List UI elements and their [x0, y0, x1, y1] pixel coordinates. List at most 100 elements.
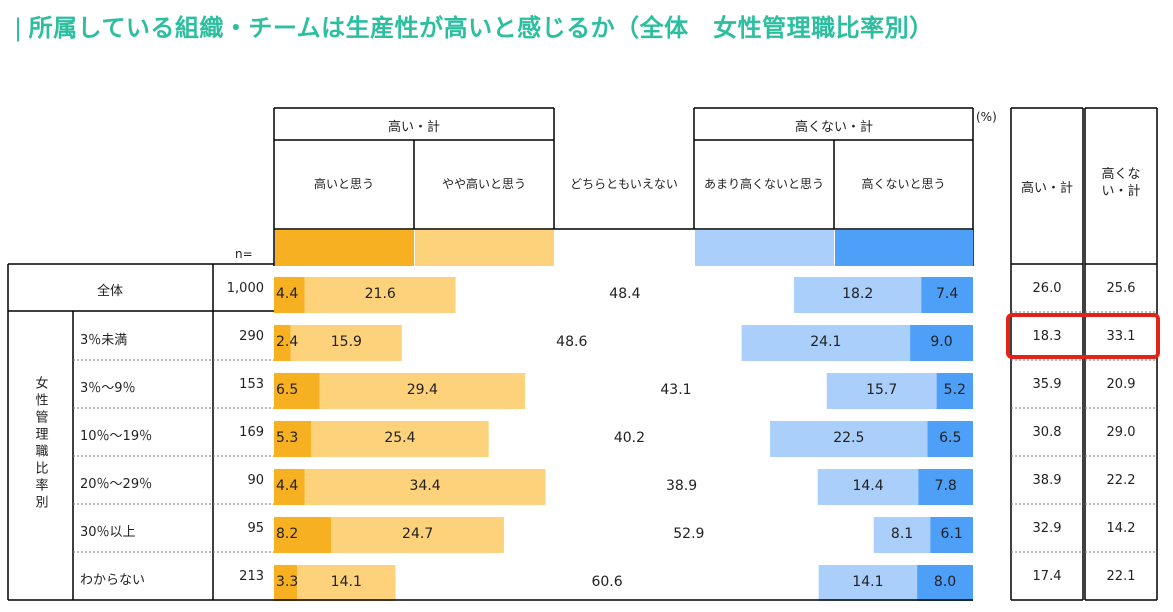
- page-title: | 所属している組織・チームは生産性が高いと感じるか（全体 女性管理職比率別）: [14, 8, 934, 43]
- legend-swatch-3: [695, 230, 834, 266]
- data-label-2-1: 29.4: [406, 382, 438, 398]
- bar-2-2: [525, 373, 827, 409]
- bar-5-3: [873, 517, 931, 553]
- data-label-5-4: 6.1: [940, 526, 963, 542]
- data-label-5-0: 8.2: [276, 526, 299, 542]
- summary-low-4: 22.2: [1106, 473, 1136, 488]
- legend-swatch-2: [555, 230, 694, 266]
- data-label-4-2: 38.9: [665, 478, 698, 494]
- row-label-5: 30％以上: [80, 525, 136, 540]
- bar-1-4: [910, 325, 973, 361]
- legend-1: やや高いと思う: [441, 177, 527, 191]
- summary-high-0: 26.0: [1032, 281, 1062, 296]
- data-label-6-4: 8.0: [933, 574, 957, 590]
- bar-2-4: [936, 373, 973, 409]
- bar-1-1: [290, 325, 402, 361]
- bar-5-1: [331, 517, 504, 553]
- highlight-box: [1006, 313, 1160, 359]
- bar-5-4: [930, 517, 973, 553]
- row-n-0: 1,000: [226, 281, 264, 296]
- unit-label: (%): [976, 110, 997, 124]
- row-n-3: 169: [239, 425, 264, 440]
- data-label-5-2: 52.9: [673, 526, 705, 542]
- legend-2: どちらともいえない: [570, 177, 678, 191]
- data-label-4-0: 4.4: [276, 478, 299, 494]
- summary-high-4: 38.9: [1032, 473, 1062, 488]
- header-low-total: 高くない・計: [794, 120, 874, 135]
- bar-0-2: [455, 277, 795, 313]
- row-n-5: 95: [247, 521, 264, 536]
- data-label-3-1: 25.4: [384, 430, 416, 446]
- bar-6-2: [395, 565, 819, 601]
- data-label-4-3: 14.4: [852, 478, 884, 494]
- row-label-0: 全体: [96, 284, 124, 299]
- header-high-total: 高い・計: [387, 120, 441, 135]
- n-label: n=: [235, 247, 253, 261]
- summary-header-low: 高くない・計: [1101, 167, 1141, 199]
- row-label-1: 3％未満: [80, 333, 128, 348]
- bar-3-1: [311, 421, 489, 457]
- data-label-0-0: 4.4: [276, 286, 299, 302]
- row-n-6: 213: [239, 569, 264, 584]
- summary-high-2: 35.9: [1032, 377, 1062, 392]
- bar-3-0: [274, 421, 312, 457]
- bar-1-3: [741, 325, 911, 361]
- data-label-1-2: 48.6: [556, 334, 588, 350]
- data-label-4-4: 7.8: [934, 478, 957, 494]
- bar-3-2: [488, 421, 771, 457]
- data-label-0-3: 18.2: [842, 286, 874, 302]
- data-label-3-3: 22.5: [833, 430, 865, 446]
- row-label-4: 20％～29％: [80, 477, 153, 492]
- bar-1-0: [274, 325, 291, 361]
- legend-3: あまり高くないと思う: [703, 177, 825, 191]
- data-label-3-4: 6.5: [939, 430, 962, 446]
- bar-6-3: [818, 565, 918, 601]
- bar-5-0: [274, 517, 332, 553]
- summary-low-5: 14.2: [1106, 521, 1136, 536]
- data-label-2-4: 5.2: [943, 382, 966, 398]
- row-label-2: 3％～9％: [80, 381, 136, 396]
- row-n-2: 153: [239, 377, 264, 392]
- data-label-5-1: 24.7: [402, 526, 434, 542]
- bar-4-2: [545, 469, 818, 505]
- data-label-1-0: 2.4: [276, 334, 299, 350]
- data-label-0-4: 7.4: [935, 286, 959, 302]
- summary-high-1: 18.3: [1032, 329, 1062, 344]
- legend-0: 高いと思う: [313, 177, 375, 191]
- bar-2-1: [319, 373, 526, 409]
- row-label-3: 10％～19％: [80, 429, 153, 444]
- data-label-0-1: 21.6: [364, 286, 396, 302]
- bar-4-4: [918, 469, 973, 505]
- data-label-2-3: 15.7: [866, 382, 898, 398]
- bar-4-0: [274, 469, 305, 505]
- data-label-3-2: 40.2: [613, 430, 646, 446]
- bar-3-4: [927, 421, 973, 457]
- data-label-1-3: 24.1: [810, 334, 842, 350]
- summary-low-3: 29.0: [1106, 425, 1136, 440]
- row-n-1: 290: [239, 329, 264, 344]
- data-label-1-4: 9.0: [930, 334, 953, 350]
- legend-4: 高くないと思う: [861, 177, 946, 191]
- group-label: 女性管理職比率別: [32, 376, 48, 512]
- data-label-4-1: 34.4: [409, 478, 441, 494]
- data-label-2-0: 6.5: [276, 382, 299, 398]
- bar-2-3: [826, 373, 937, 409]
- summary-high-6: 17.4: [1032, 569, 1062, 584]
- bar-6-0: [274, 565, 298, 601]
- data-label-0-2: 48.4: [609, 286, 641, 302]
- bar-0-0: [274, 277, 305, 313]
- summary-low-2: 20.9: [1106, 377, 1136, 392]
- bar-0-1: [304, 277, 456, 313]
- data-label-5-3: 8.1: [890, 526, 914, 542]
- bar-5-2: [503, 517, 874, 553]
- data-label-3-0: 5.3: [276, 430, 299, 446]
- bar-0-4: [921, 277, 973, 313]
- data-label-6-2: 60.6: [591, 574, 623, 590]
- summary-high-3: 30.8: [1032, 425, 1062, 440]
- legend-swatch-0: [275, 230, 414, 266]
- title-text: 所属している組織・チームは生産性が高いと感じるか（全体 女性管理職比率別）: [28, 14, 934, 42]
- bar-3-3: [770, 421, 928, 457]
- data-label-6-1: 14.1: [330, 574, 362, 590]
- data-label-6-3: 14.1: [852, 574, 884, 590]
